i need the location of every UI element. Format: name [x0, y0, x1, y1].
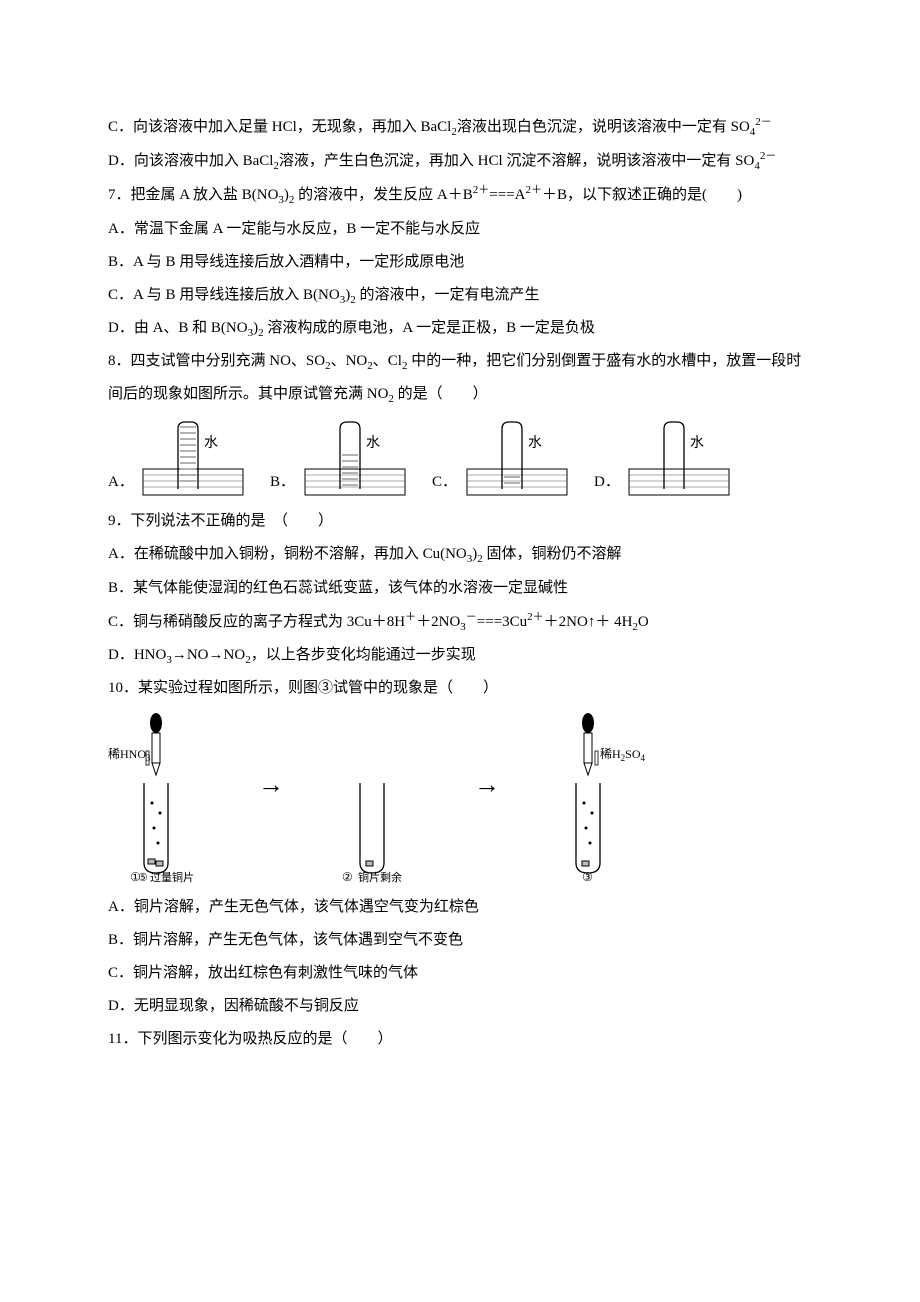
q10-C: C．铜片溶解，放出红棕色有刺激性气味的气体 [108, 957, 812, 990]
q8-figD: 水 [624, 419, 744, 499]
q8-lblB: B． [270, 466, 298, 499]
svg-text:②: ② [342, 870, 353, 883]
q9-A: A．在稀硫酸中加入铜粉，铜粉不溶解，再加入 Cu(NO3)2 固体，铜粉仍不溶解 [108, 538, 812, 571]
q8-lblD: D． [594, 466, 622, 499]
q8-figA: 水 [138, 419, 258, 499]
q7-B: B．A 与 B 用导线连接后放入酒精中，一定形成原电池 [108, 246, 812, 279]
q7-stem: 7．把金属 A 放入盐 B(NO3)2 的溶液中，发生反应 A＋B2＋===A2… [108, 178, 812, 212]
svg-text:铜片剩余: 铜片剩余 [358, 870, 402, 883]
q10-B: B．铜片溶解，产生无色气体，该气体遇到空气不变色 [108, 924, 812, 957]
q10-A: A．铜片溶解，产生无色气体，该气体遇空气变为红棕色 [108, 891, 812, 924]
arrow-icon: → [258, 756, 284, 813]
svg-text:水: 水 [690, 435, 704, 451]
q10-step1: 稀HNO3 ⑤ 过量铜片 ① [108, 713, 218, 883]
svg-text:水: 水 [366, 435, 380, 451]
svg-text:稀HNO3: 稀HNO3 [108, 747, 151, 763]
q10-step2: ② 铜片剩余 [324, 713, 434, 883]
q8-figB: 水 [300, 419, 420, 499]
q6-optC: C．向该溶液中加入足量 HCl，无现象，再加入 BaCl2溶液出现白色沉淀，说明… [108, 110, 812, 144]
q9-stem: 9．下列说法不正确的是 （ ） [108, 505, 812, 538]
q8-figC: 水 [462, 419, 582, 499]
q9-C: C．铜与稀硝酸反应的离子方程式为 3Cu＋8H＋＋2NO3－===3Cu2＋＋2… [108, 605, 812, 639]
q7-C: C．A 与 B 用导线连接后放入 B(NO3)2 的溶液中，一定有电流产生 [108, 279, 812, 312]
svg-text:水: 水 [204, 435, 218, 451]
svg-text:①: ① [130, 870, 141, 883]
q8-stem: 8．四支试管中分别充满 NO、SO2、NO2、Cl2 中的一种，把它们分别倒置于… [108, 345, 812, 411]
svg-text:过量铜片: 过量铜片 [150, 870, 194, 883]
svg-text:水: 水 [528, 435, 542, 451]
q10-stem: 10．某实验过程如图所示，则图③试管中的现象是（ ） [108, 672, 812, 705]
svg-text:稀H2SO4: 稀H2SO4 [600, 747, 646, 763]
q10-step3: 稀H2SO4 ③ [540, 713, 650, 883]
q6-optD: D．向该溶液中加入 BaCl2溶液，产生白色沉淀，再加入 HCl 沉淀不溶解，说… [108, 144, 812, 178]
svg-text:③: ③ [582, 870, 593, 883]
q7-A: A．常温下金属 A 一定能与水反应，B 一定不能与水反应 [108, 213, 812, 246]
q7-D: D．由 A、B 和 B(NO3)2 溶液构成的原电池，A 一定是正极，B 一定是… [108, 312, 812, 345]
arrow-icon: → [474, 756, 500, 813]
q8-lblA: A． [108, 466, 136, 499]
q9-B: B．某气体能使湿润的红色石蕊试纸变蓝，该气体的水溶液一定显碱性 [108, 572, 812, 605]
q10-D: D．无明显现象，因稀硫酸不与铜反应 [108, 990, 812, 1023]
q10-diagram: 稀HNO3 ⑤ 过量铜片 ① → ② 铜片剩余 → [108, 713, 812, 883]
q8-lblC: C． [432, 466, 460, 499]
q9-D: D．HNO3→NO→NO2，以上各步变化均能通过一步实现 [108, 639, 812, 672]
q8-figures: A． 水 B． [108, 419, 812, 499]
q11-stem: 11．下列图示变化为吸热反应的是（ ） [108, 1023, 812, 1056]
